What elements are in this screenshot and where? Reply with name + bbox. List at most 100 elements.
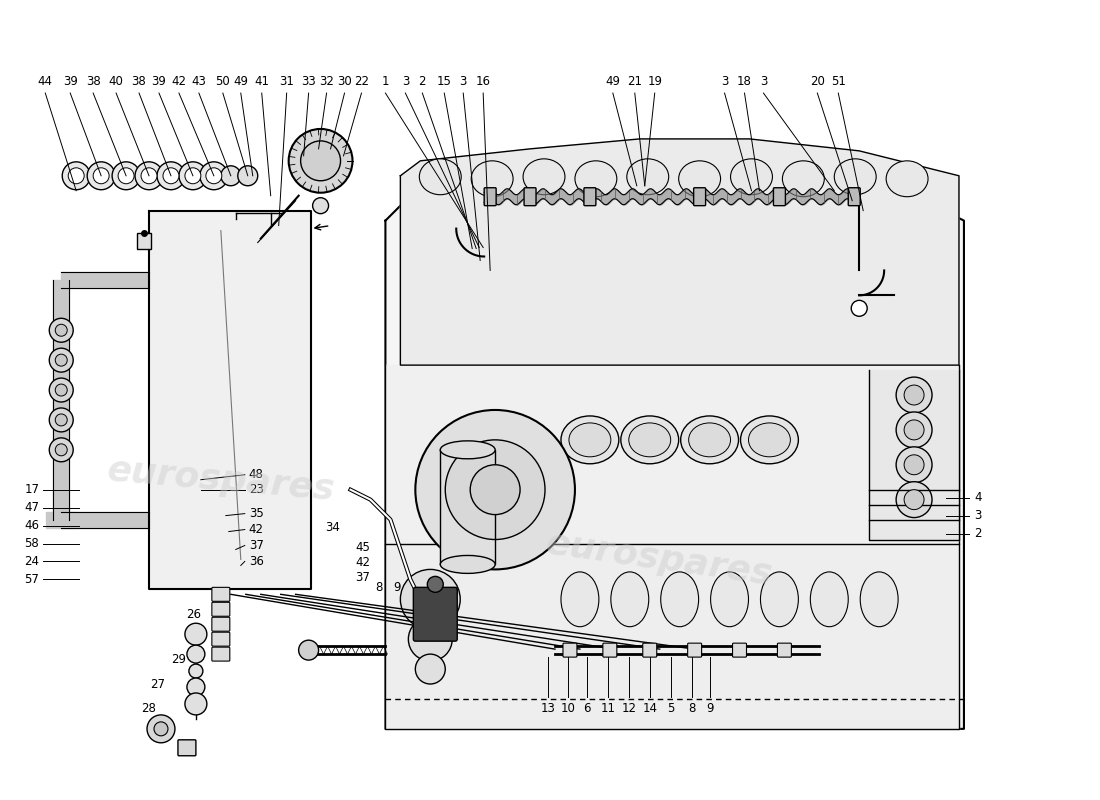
Text: 23: 23 <box>249 483 264 496</box>
Text: 44: 44 <box>37 75 53 88</box>
Text: 2: 2 <box>419 75 426 88</box>
FancyBboxPatch shape <box>778 643 791 657</box>
Circle shape <box>427 576 443 592</box>
Circle shape <box>896 412 932 448</box>
Circle shape <box>298 640 319 660</box>
Ellipse shape <box>782 161 824 197</box>
FancyBboxPatch shape <box>848 188 860 206</box>
FancyBboxPatch shape <box>694 188 705 206</box>
FancyBboxPatch shape <box>212 632 230 646</box>
Text: 42: 42 <box>172 75 186 88</box>
Text: 38: 38 <box>132 75 146 88</box>
Text: 3: 3 <box>760 75 767 88</box>
Ellipse shape <box>860 572 898 626</box>
Text: 42: 42 <box>249 523 264 536</box>
Text: 33: 33 <box>301 75 316 88</box>
Text: 49: 49 <box>605 75 620 88</box>
Text: 16: 16 <box>475 75 491 88</box>
Ellipse shape <box>620 416 679 464</box>
Text: 2: 2 <box>974 527 981 540</box>
Text: 3: 3 <box>974 509 981 522</box>
Circle shape <box>189 664 202 678</box>
Text: 9: 9 <box>706 702 713 715</box>
Text: 58: 58 <box>24 537 40 550</box>
Circle shape <box>238 166 257 186</box>
Circle shape <box>300 141 341 181</box>
Circle shape <box>200 162 228 190</box>
FancyBboxPatch shape <box>688 643 702 657</box>
Text: 24: 24 <box>24 555 40 568</box>
Ellipse shape <box>561 572 598 626</box>
Circle shape <box>185 623 207 645</box>
Polygon shape <box>148 210 310 590</box>
Text: 37: 37 <box>355 571 371 584</box>
Circle shape <box>206 168 222 184</box>
Circle shape <box>50 408 74 432</box>
FancyBboxPatch shape <box>212 647 230 661</box>
Text: 53: 53 <box>486 423 500 436</box>
Ellipse shape <box>575 161 617 197</box>
Text: 35: 35 <box>249 507 264 520</box>
Ellipse shape <box>569 423 611 457</box>
Circle shape <box>63 162 90 190</box>
Text: 45: 45 <box>355 541 371 554</box>
Text: 15: 15 <box>437 75 452 88</box>
Circle shape <box>135 162 163 190</box>
Polygon shape <box>400 139 959 365</box>
Polygon shape <box>385 156 964 729</box>
Polygon shape <box>385 365 959 545</box>
Circle shape <box>416 410 575 570</box>
Text: 26: 26 <box>186 608 201 621</box>
Text: 10: 10 <box>561 702 575 715</box>
Text: 13: 13 <box>540 702 556 715</box>
Ellipse shape <box>730 159 772 194</box>
Ellipse shape <box>661 572 698 626</box>
FancyBboxPatch shape <box>563 643 576 657</box>
Ellipse shape <box>887 161 928 197</box>
Circle shape <box>141 168 157 184</box>
Circle shape <box>896 377 932 413</box>
Text: 54: 54 <box>465 533 480 546</box>
Circle shape <box>904 385 924 405</box>
Text: 39: 39 <box>63 75 78 88</box>
Circle shape <box>50 348 74 372</box>
Text: 11: 11 <box>601 702 615 715</box>
Text: 19: 19 <box>647 75 662 88</box>
Text: 49: 49 <box>233 75 249 88</box>
Text: 46: 46 <box>24 519 40 532</box>
Text: 4: 4 <box>974 491 981 504</box>
Ellipse shape <box>748 423 791 457</box>
Text: 31: 31 <box>279 75 294 88</box>
Text: 21: 21 <box>627 75 642 88</box>
Text: 28: 28 <box>141 702 156 715</box>
Polygon shape <box>869 370 959 539</box>
Circle shape <box>50 378 74 402</box>
Ellipse shape <box>627 159 669 194</box>
Text: 27: 27 <box>150 678 165 690</box>
Circle shape <box>147 715 175 743</box>
Text: 3: 3 <box>460 75 466 88</box>
Text: 20: 20 <box>810 75 825 88</box>
Circle shape <box>400 570 460 630</box>
Circle shape <box>112 162 140 190</box>
Circle shape <box>221 166 241 186</box>
Circle shape <box>94 168 109 184</box>
Text: 3: 3 <box>720 75 728 88</box>
Text: 34: 34 <box>326 521 340 534</box>
Text: 57: 57 <box>24 573 40 586</box>
Text: 37: 37 <box>249 539 264 552</box>
Text: 52: 52 <box>488 483 503 496</box>
Circle shape <box>157 162 185 190</box>
Text: 43: 43 <box>191 75 207 88</box>
Text: 25: 25 <box>186 625 201 638</box>
Circle shape <box>163 168 179 184</box>
FancyBboxPatch shape <box>212 602 230 616</box>
FancyBboxPatch shape <box>212 618 230 631</box>
Circle shape <box>55 354 67 366</box>
Circle shape <box>55 324 67 336</box>
FancyBboxPatch shape <box>773 188 785 206</box>
FancyBboxPatch shape <box>524 188 536 206</box>
Text: 17: 17 <box>24 483 40 496</box>
FancyBboxPatch shape <box>642 643 657 657</box>
Circle shape <box>187 678 205 696</box>
